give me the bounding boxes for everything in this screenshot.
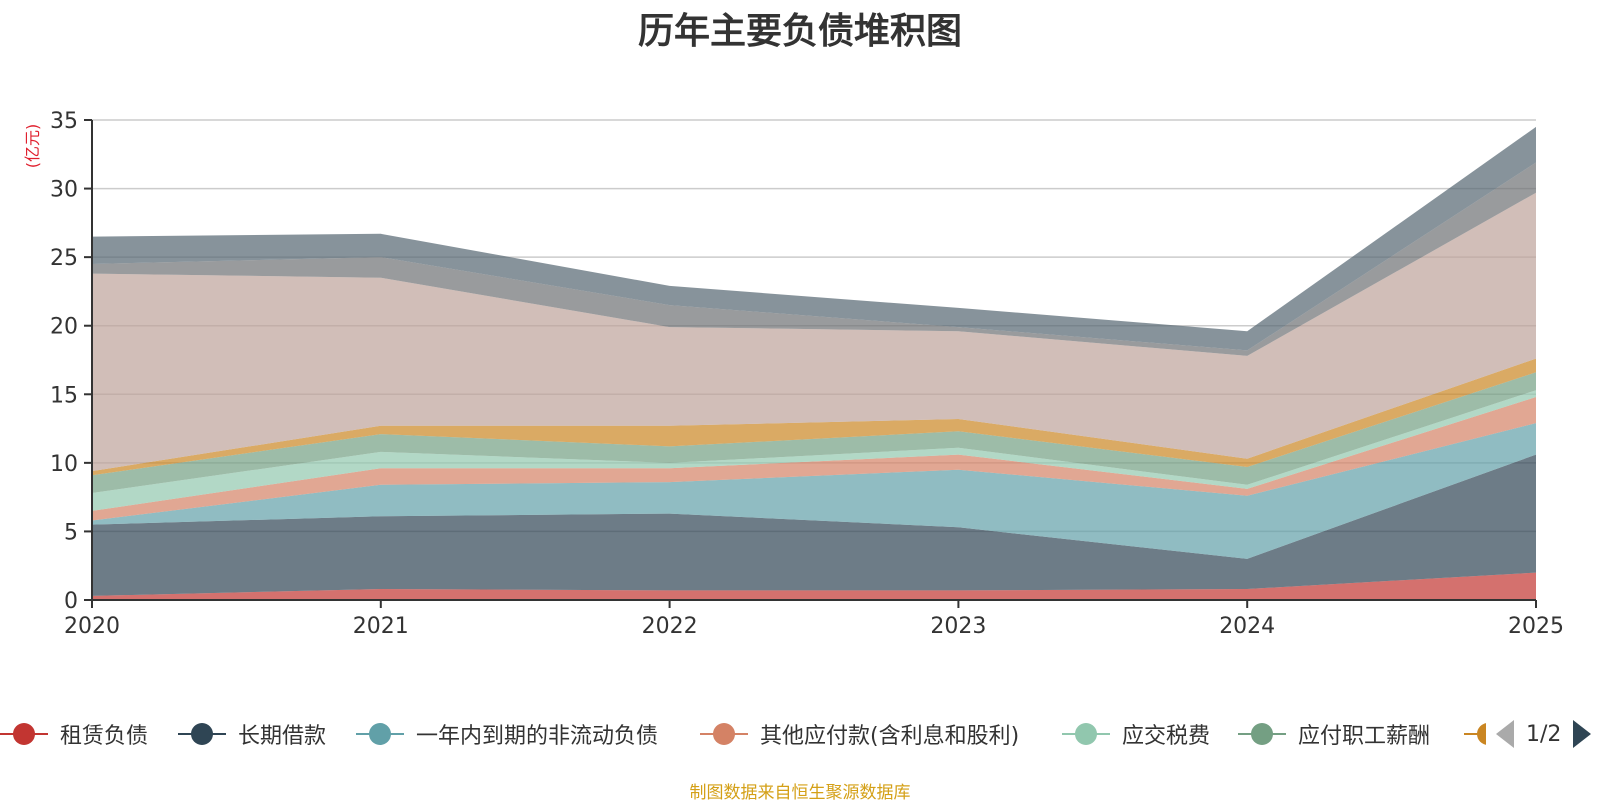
- x-tick-label: 2022: [642, 614, 698, 639]
- data-source-note: 制图数据来自恒生聚源数据库: [689, 783, 911, 803]
- legend-marker-dot: [713, 723, 735, 745]
- y-tick-label: 25: [50, 246, 78, 271]
- legend-marker-icon: [1238, 722, 1286, 746]
- x-tick-label: 2023: [930, 614, 986, 639]
- y-tick-label: 30: [50, 178, 78, 203]
- legend-marker-icon: [0, 722, 48, 746]
- legend-marker-dot: [1251, 723, 1273, 745]
- legend-item-4[interactable]: 应交税费: [1062, 714, 1210, 754]
- y-tick-label: 35: [50, 109, 78, 134]
- legend-page-indicator: 1/2: [1526, 721, 1562, 747]
- legend-pager: 1/2: [1496, 714, 1592, 754]
- legend-label: 应付职工薪酬: [1298, 724, 1431, 749]
- x-tick-label: 2025: [1508, 614, 1564, 639]
- legend-item-0[interactable]: 租赁负债: [0, 714, 148, 754]
- legend-next-page-icon[interactable]: [1573, 720, 1592, 748]
- legend-marker-icon: [1464, 722, 1486, 746]
- legend-label: 长期借款: [238, 724, 327, 749]
- legend: 租赁负债 长期借款 一年内到期的非流动负债 其他应付款(含利息和股利) 应交税费 应付职工…: [0, 714, 1600, 754]
- legend-marker-dot: [369, 723, 391, 745]
- y-tick-label: 15: [50, 383, 78, 408]
- legend-prev-page-icon[interactable]: [1496, 720, 1514, 748]
- x-tick-label: 2021: [353, 614, 409, 639]
- area-series-5: [92, 372, 1536, 493]
- y-tick-label: 0: [64, 589, 78, 614]
- legend-item-2[interactable]: 一年内到期的非流动负债: [356, 714, 658, 754]
- area-series-1: [92, 454, 1536, 596]
- x-tick-label: 2020: [64, 614, 120, 639]
- legend-marker-dot: [1075, 723, 1097, 745]
- y-tick-label: 20: [50, 315, 78, 340]
- area-series-9: [92, 126, 1536, 351]
- legend-item-1[interactable]: 长期借款: [178, 714, 326, 754]
- legend-marker-line: [1464, 733, 1486, 735]
- area-series-2: [92, 423, 1536, 559]
- legend-label: 应交税费: [1122, 724, 1211, 749]
- legend-item-5[interactable]: 应付职工薪酬: [1238, 714, 1430, 754]
- y-tick-label: 5: [64, 520, 78, 545]
- legend-marker-dot: [13, 723, 35, 745]
- area-series-8: [92, 162, 1536, 356]
- y-axis-unit-label: (亿元): [23, 124, 42, 169]
- legend-label: 一年内到期的非流动负债: [416, 724, 659, 749]
- area-series-7: [92, 192, 1536, 472]
- legend-item-6[interactable]: [1464, 714, 1486, 754]
- legend-item-3[interactable]: 其他应付款(含利息和股利): [700, 714, 1019, 754]
- area-series-0: [92, 572, 1536, 600]
- y-tick-label: 10: [50, 452, 78, 477]
- legend-marker-icon: [700, 722, 748, 746]
- legend-marker-dot: [191, 723, 213, 745]
- legend-marker-icon: [178, 722, 226, 746]
- chart-title: 历年主要负债堆积图: [637, 11, 962, 52]
- x-tick-label: 2024: [1219, 614, 1275, 639]
- legend-label: 租赁负债: [60, 724, 149, 749]
- legend-label: 其他应付款(含利息和股利): [760, 724, 1020, 749]
- legend-marker-icon: [1062, 722, 1110, 746]
- legend-marker-dot: [1477, 723, 1486, 745]
- legend-marker-icon: [356, 722, 404, 746]
